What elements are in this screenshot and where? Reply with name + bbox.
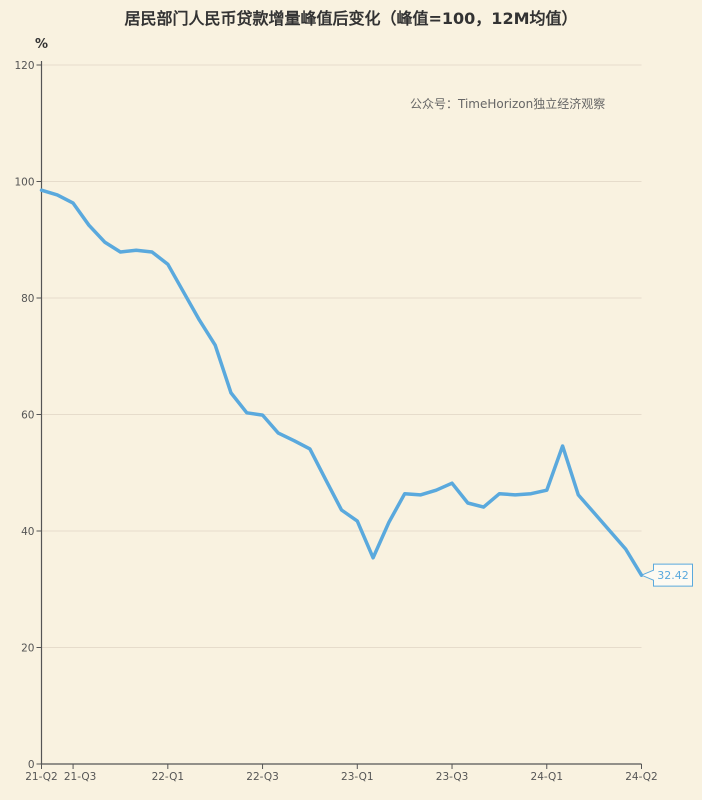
- y-tick-label: 0: [28, 759, 35, 771]
- series-group: [39, 188, 644, 577]
- callout-box: [640, 563, 693, 587]
- x-tick-label: 22-Q1: [152, 771, 184, 783]
- y-tick-label: 60: [21, 410, 34, 422]
- x-tick-label: 22-Q3: [246, 771, 278, 783]
- x-tick-label: 24-Q1: [531, 771, 563, 783]
- y-tick-label: 120: [14, 60, 34, 72]
- watermark: 公众号：TimeHorizon独立经济观察: [410, 96, 605, 111]
- y-tick-label: 40: [21, 526, 34, 538]
- x-tick-label: 23-Q1: [341, 771, 373, 783]
- y-tick-label: 80: [21, 293, 34, 305]
- last-value-callout: 32.42: [640, 563, 693, 587]
- x-tick-label: 23-Q3: [436, 771, 468, 783]
- y-tick-label: 20: [21, 643, 34, 655]
- last-value-label: 32.42: [657, 569, 689, 582]
- series-line: [39, 188, 644, 577]
- y-tick-label: 100: [14, 177, 34, 189]
- axes: 0 20 40 60 80 100 120 21-Q2 21-Q3 22-Q1 22-Q3 23-Q1…: [14, 60, 657, 783]
- x-tick-label: 21-Q3: [64, 771, 96, 783]
- gridlines: [41, 64, 642, 648]
- y-axis-label: %: [35, 37, 48, 52]
- x-tick-label: 21-Q2: [25, 771, 57, 783]
- x-tick-label: 24-Q2: [625, 771, 657, 783]
- chart-title: 居民部门人民币贷款增量峰值后变化（峰值=100，12M均值）: [125, 9, 578, 28]
